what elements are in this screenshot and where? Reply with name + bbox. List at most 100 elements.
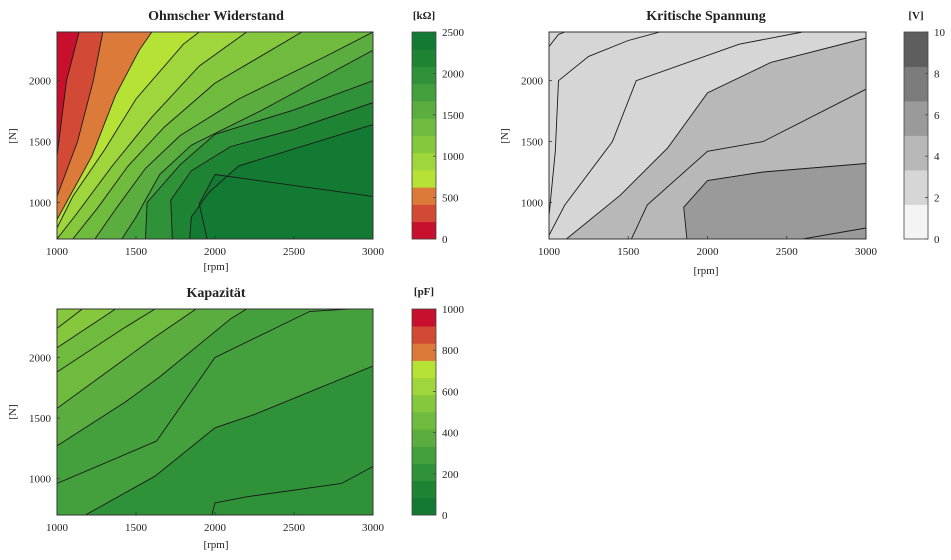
contour-line [549,32,566,47]
x-axis-label: [rpm] [203,539,228,551]
colorbar-segment [412,497,436,516]
x-tick-label: 2000 [204,246,227,258]
contour-line [57,32,200,229]
x-tick-label: 3000 [362,522,385,534]
colorbar-tick-label: 2 [934,193,940,205]
colorbar-segment [412,377,436,396]
plot-area [57,309,373,515]
y-axis-label: [N] [7,128,19,143]
contour-line [189,124,373,239]
colorbar-segment [412,221,436,240]
contour-line [57,32,247,239]
y-tick-label: 1000 [521,197,544,209]
colorbar-frame [903,31,929,240]
colorbar-segment [412,152,436,171]
contour-line [57,32,80,157]
colorbar-tick-label: 4 [934,151,940,163]
contour-line [57,309,83,329]
y-tick-label: 1500 [29,137,52,149]
colorbar-tick-label: 2000 [442,68,465,80]
colorbar-segment [412,343,436,361]
colorbar-tick-label: 8 [934,68,940,80]
contour-line [57,309,350,484]
x-tick-label: 1500 [617,246,640,258]
contour-line [145,80,373,239]
colorbar-segment [412,204,436,223]
y-axis-label: [N] [7,404,19,419]
x-tick-label: 1000 [538,246,561,258]
x-tick-label: 1000 [46,246,69,258]
y-tick-label: 1000 [29,474,52,486]
contour-line [57,309,247,447]
colorbar-segment [412,135,436,154]
contour-line [566,37,866,239]
colorbar-tick-label: 10 [934,27,946,39]
x-tick-label: 3000 [362,246,385,258]
contour-line [57,309,156,373]
colorbar-segment [412,429,436,447]
colorbar-segment [412,360,436,379]
x-tick-label: 1500 [125,246,148,258]
contour-line [57,309,116,349]
contour-line [211,466,373,515]
colorbar-unit: [pF] [414,286,434,298]
contour-line [683,163,866,239]
colorbar-tick-label: 400 [442,428,459,440]
colorbar-segment [904,32,928,67]
x-tick-label: 2500 [776,246,799,258]
contour-line [549,32,803,236]
colorbar-frame [411,308,437,516]
contour-band [199,174,373,239]
contour-line [198,174,373,239]
contour-line [57,32,104,197]
x-tick-label: 2500 [283,522,306,534]
colorbar-segment [412,170,436,188]
colorbar-tick-label: 6 [934,110,940,122]
chart-title: Kapazität [186,286,245,301]
x-tick-label: 2000 [204,522,227,534]
colorbar-segment [412,412,436,430]
colorbar-segment [412,394,436,413]
panel-kritische-spannung: Kritische Spannung [V] [rpm] [N] 1000 150… [499,9,946,277]
colorbar-tick-label: 0 [934,234,940,246]
colorbar-segment [904,101,928,136]
y-axis-label: [N] [499,128,511,143]
y-tick-label: 1000 [29,197,52,209]
colorbar-segment [412,32,436,50]
contour-line [94,32,373,239]
contour-band [802,228,866,239]
contour-line [72,32,303,239]
colorbar-tick-label: 600 [442,386,459,398]
colorbar-tick-label: 200 [442,469,459,481]
colorbar-segment [412,309,436,327]
colorbar-segment [412,101,436,119]
x-axis-label: [rpm] [203,261,228,273]
y-tick-label: 2000 [29,352,52,364]
colorbar-unit: [kΩ] [413,10,435,22]
colorbar-segment [412,83,436,102]
contour-line [170,102,373,239]
chart-title: Ohmscher Widerstand [148,9,284,24]
x-axis-label: [rpm] [693,265,718,277]
x-tick-label: 3000 [855,246,878,258]
x-tick-label: 1500 [125,522,148,534]
colorbar-segment [904,66,928,102]
colorbar-segment [904,170,928,205]
contour-line [549,32,661,216]
colorbar-tick-label: 1500 [442,110,465,122]
x-tick-label: 2500 [283,246,306,258]
colorbar-segment [412,118,436,136]
colorbar-tick-label: 0 [442,510,448,522]
colorbar-segment [904,135,928,171]
chart-title: Kritische Spannung [646,9,765,24]
y-tick-label: 2000 [521,76,544,88]
colorbar-segment [412,49,436,67]
contour-line [57,309,197,409]
y-tick-label: 1500 [521,137,544,149]
plot-area [57,32,373,239]
contour-line [630,88,866,239]
x-tick-label: 1000 [46,522,69,534]
colorbar-segment [412,66,436,85]
colorbar-segment [412,480,436,499]
